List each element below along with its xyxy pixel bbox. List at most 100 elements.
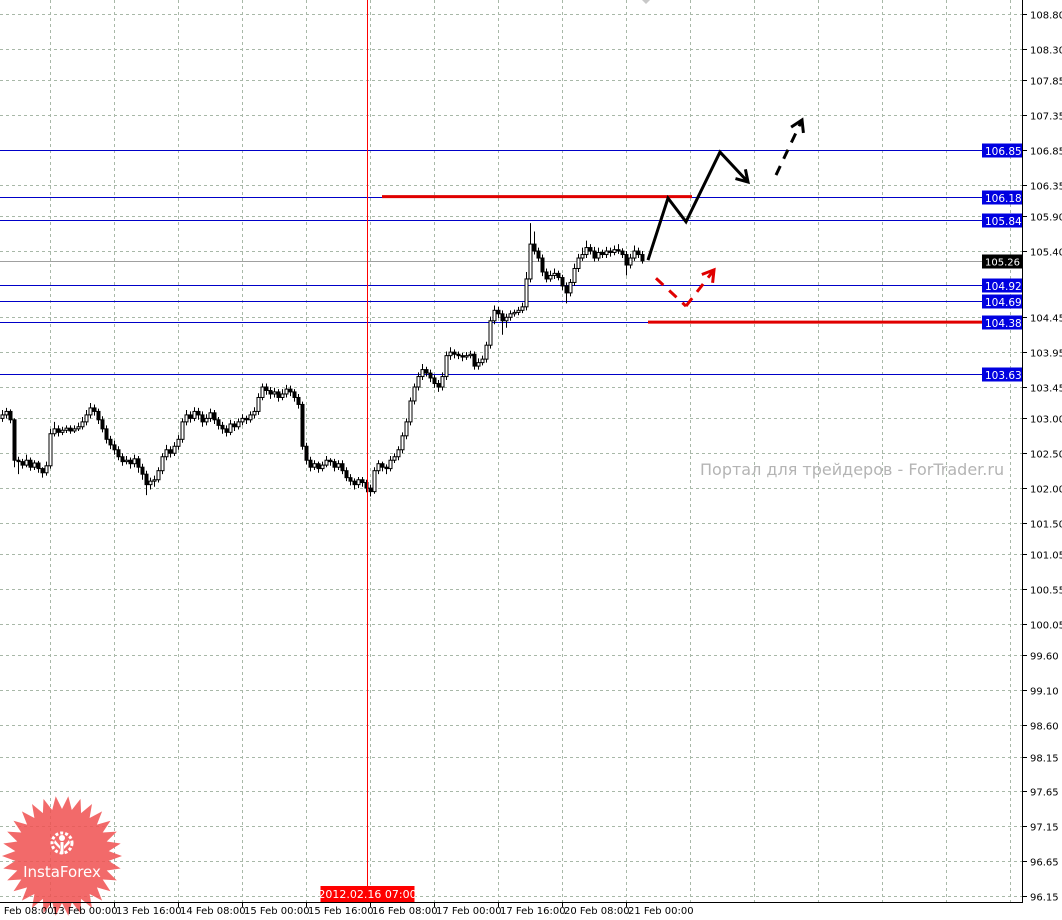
candle-body-bear: [116, 449, 121, 458]
price-tick-label: 104.45: [1030, 314, 1062, 325]
candle: [276, 389, 281, 402]
candle: [376, 460, 381, 475]
candle: [500, 310, 505, 335]
forecast-line[interactable]: [774, 119, 804, 176]
candle-body-bull: [84, 414, 89, 423]
candle-body-bear: [460, 355, 465, 358]
candle-body-bear: [8, 410, 13, 421]
candle: [384, 464, 389, 475]
candle: [568, 278, 573, 297]
candle-body-bull: [248, 414, 253, 421]
candle-body-bull: [24, 459, 29, 466]
time-tick-label: 17 Feb 16:00: [500, 906, 566, 917]
candle: [620, 248, 625, 259]
level-label-bg: [982, 213, 1022, 228]
horizontal-levels: [0, 150, 1022, 375]
candle: [196, 407, 201, 420]
candle-body-bull: [400, 435, 405, 451]
candle-body-bear: [384, 466, 389, 470]
candle-body-bull: [164, 449, 169, 458]
candle: [392, 453, 397, 464]
level-label-bg: [982, 367, 1022, 382]
price-tick-label: 101.50: [1030, 520, 1062, 531]
candle-body-bear: [380, 463, 385, 468]
candle: [24, 454, 29, 468]
candle-body-bull: [488, 320, 493, 346]
logo-gear-icon: [50, 831, 74, 855]
candle-body-bull: [416, 376, 421, 388]
price-tick-label: 107.35: [1030, 112, 1062, 123]
candle: [380, 461, 385, 472]
price-tick-label: 105.40: [1030, 248, 1062, 259]
candle: [336, 460, 341, 470]
candle: [552, 268, 557, 279]
time-tick-label: 13 Feb 00:00: [52, 906, 118, 917]
candle: [148, 477, 153, 490]
candle: [576, 253, 581, 272]
candle: [84, 410, 89, 426]
candle: [564, 282, 569, 304]
time-tick-label: 13 Feb 16:00: [116, 906, 182, 917]
candle-body-bear: [224, 428, 229, 433]
candle: [272, 387, 277, 398]
candle: [344, 467, 349, 482]
candle: [540, 254, 545, 277]
candle-body-bull: [444, 355, 449, 378]
candle: [68, 425, 73, 434]
candle: [92, 404, 97, 416]
candle: [0, 410, 5, 422]
candle-body-bull: [76, 426, 81, 430]
candle-body-bull: [476, 362, 481, 367]
candle: [428, 369, 433, 383]
candle: [76, 422, 81, 431]
candle: [476, 358, 481, 370]
candle: [12, 418, 17, 468]
candle-body-bull: [552, 272, 557, 276]
candle: [136, 456, 141, 473]
candle: [488, 316, 493, 349]
candles: [0, 223, 645, 497]
forecast-line[interactable]: [654, 277, 688, 308]
candle-body-bear: [304, 445, 309, 461]
candle-body-bear: [328, 459, 333, 463]
candle: [308, 456, 313, 472]
candle-body-bear: [140, 466, 145, 475]
candle-body-bull: [172, 445, 177, 454]
candle-body-bull: [88, 407, 93, 416]
cursor-time-bg: [320, 886, 415, 902]
candle-body-bear: [92, 407, 97, 412]
forecast-line[interactable]: [684, 268, 716, 308]
candle: [560, 274, 565, 291]
candle: [640, 251, 645, 264]
candle: [144, 470, 149, 496]
candle: [112, 440, 117, 455]
candle-body-bull: [440, 376, 445, 388]
arrowhead-icon: [790, 117, 805, 134]
price-tick-label: 102.50: [1030, 450, 1062, 461]
candle-body-bull: [596, 251, 601, 259]
candle: [152, 475, 157, 487]
candle: [604, 246, 609, 259]
price-axis[interactable]: 108.80 108.30 107.85 107.35 106.85 106.35 105.…: [1022, 11, 1062, 904]
candle-body-bull: [568, 281, 573, 294]
candle-body-bull: [192, 410, 197, 419]
candle-body-bear: [316, 463, 321, 470]
time-tick-label: 14 Feb 08:00: [180, 906, 246, 917]
candle: [104, 425, 109, 444]
price-tick-label: 101.05: [1030, 551, 1062, 562]
forecast-line[interactable]: [646, 149, 750, 261]
candle-body-bull: [132, 458, 137, 465]
shift-marker-icon[interactable]: [642, 0, 650, 4]
candle-body-bear: [104, 428, 109, 440]
candle: [588, 244, 593, 255]
level-label-bg: [982, 190, 1022, 205]
candle-body-bear: [368, 487, 373, 493]
candle-body-bull: [404, 421, 409, 437]
candle: [584, 240, 589, 259]
candle: [340, 460, 345, 475]
price-tick-label: 99.10: [1030, 687, 1059, 698]
candle: [40, 467, 45, 478]
candle: [232, 421, 237, 431]
